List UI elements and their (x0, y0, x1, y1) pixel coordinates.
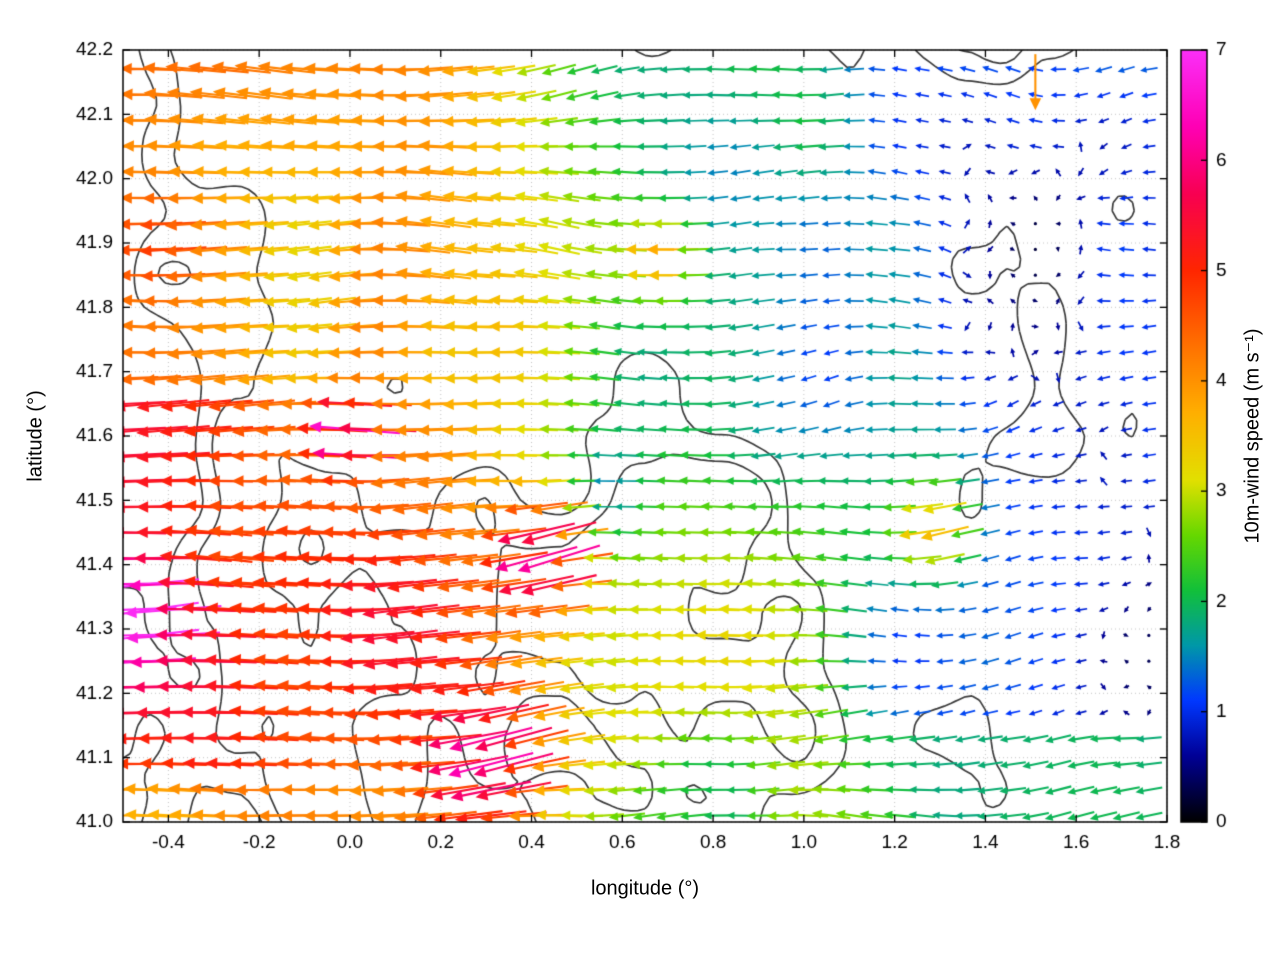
x-axis-label: longitude (°) (590, 877, 700, 900)
y-axis-label: latitude (°) (24, 390, 47, 482)
colorbar-label: 10m-wind speed (m s⁻¹) (1241, 328, 1264, 544)
